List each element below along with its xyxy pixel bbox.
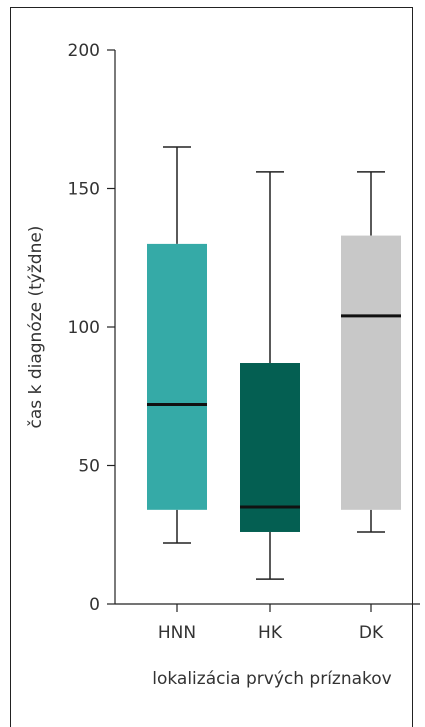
y-tick-label: 0 <box>89 595 100 615</box>
boxes <box>147 146 401 580</box>
x-ticks: HNN HK DK <box>158 604 384 643</box>
iqr-box <box>147 243 207 510</box>
y-tick-label: 50 <box>78 457 100 477</box>
y-ticks: 0 50 100 150 200 <box>68 41 115 615</box>
y-tick-label: 150 <box>68 180 100 200</box>
iqr-box <box>240 363 300 532</box>
y-tick-label: 100 <box>68 318 100 338</box>
x-tick-label-hnn: HNN <box>158 623 196 643</box>
x-axis-label: lokalizácia prvých príznakov <box>152 669 392 689</box>
x-tick-label-dk: DK <box>359 623 384 643</box>
y-axis-label: čas k diagnóze (týždne) <box>26 226 46 429</box>
x-tick-label-hk: HK <box>258 623 283 643</box>
y-tick-label: 200 <box>68 41 100 61</box>
iqr-box <box>341 235 401 510</box>
figure-frame <box>10 7 413 727</box>
boxplot-chart: 0 50 100 150 200 HNN HK DK lokalizácia prvých … <box>26 41 420 689</box>
box-hnn <box>147 146 207 544</box>
box-dk <box>341 171 401 533</box>
box-hk <box>240 171 300 580</box>
